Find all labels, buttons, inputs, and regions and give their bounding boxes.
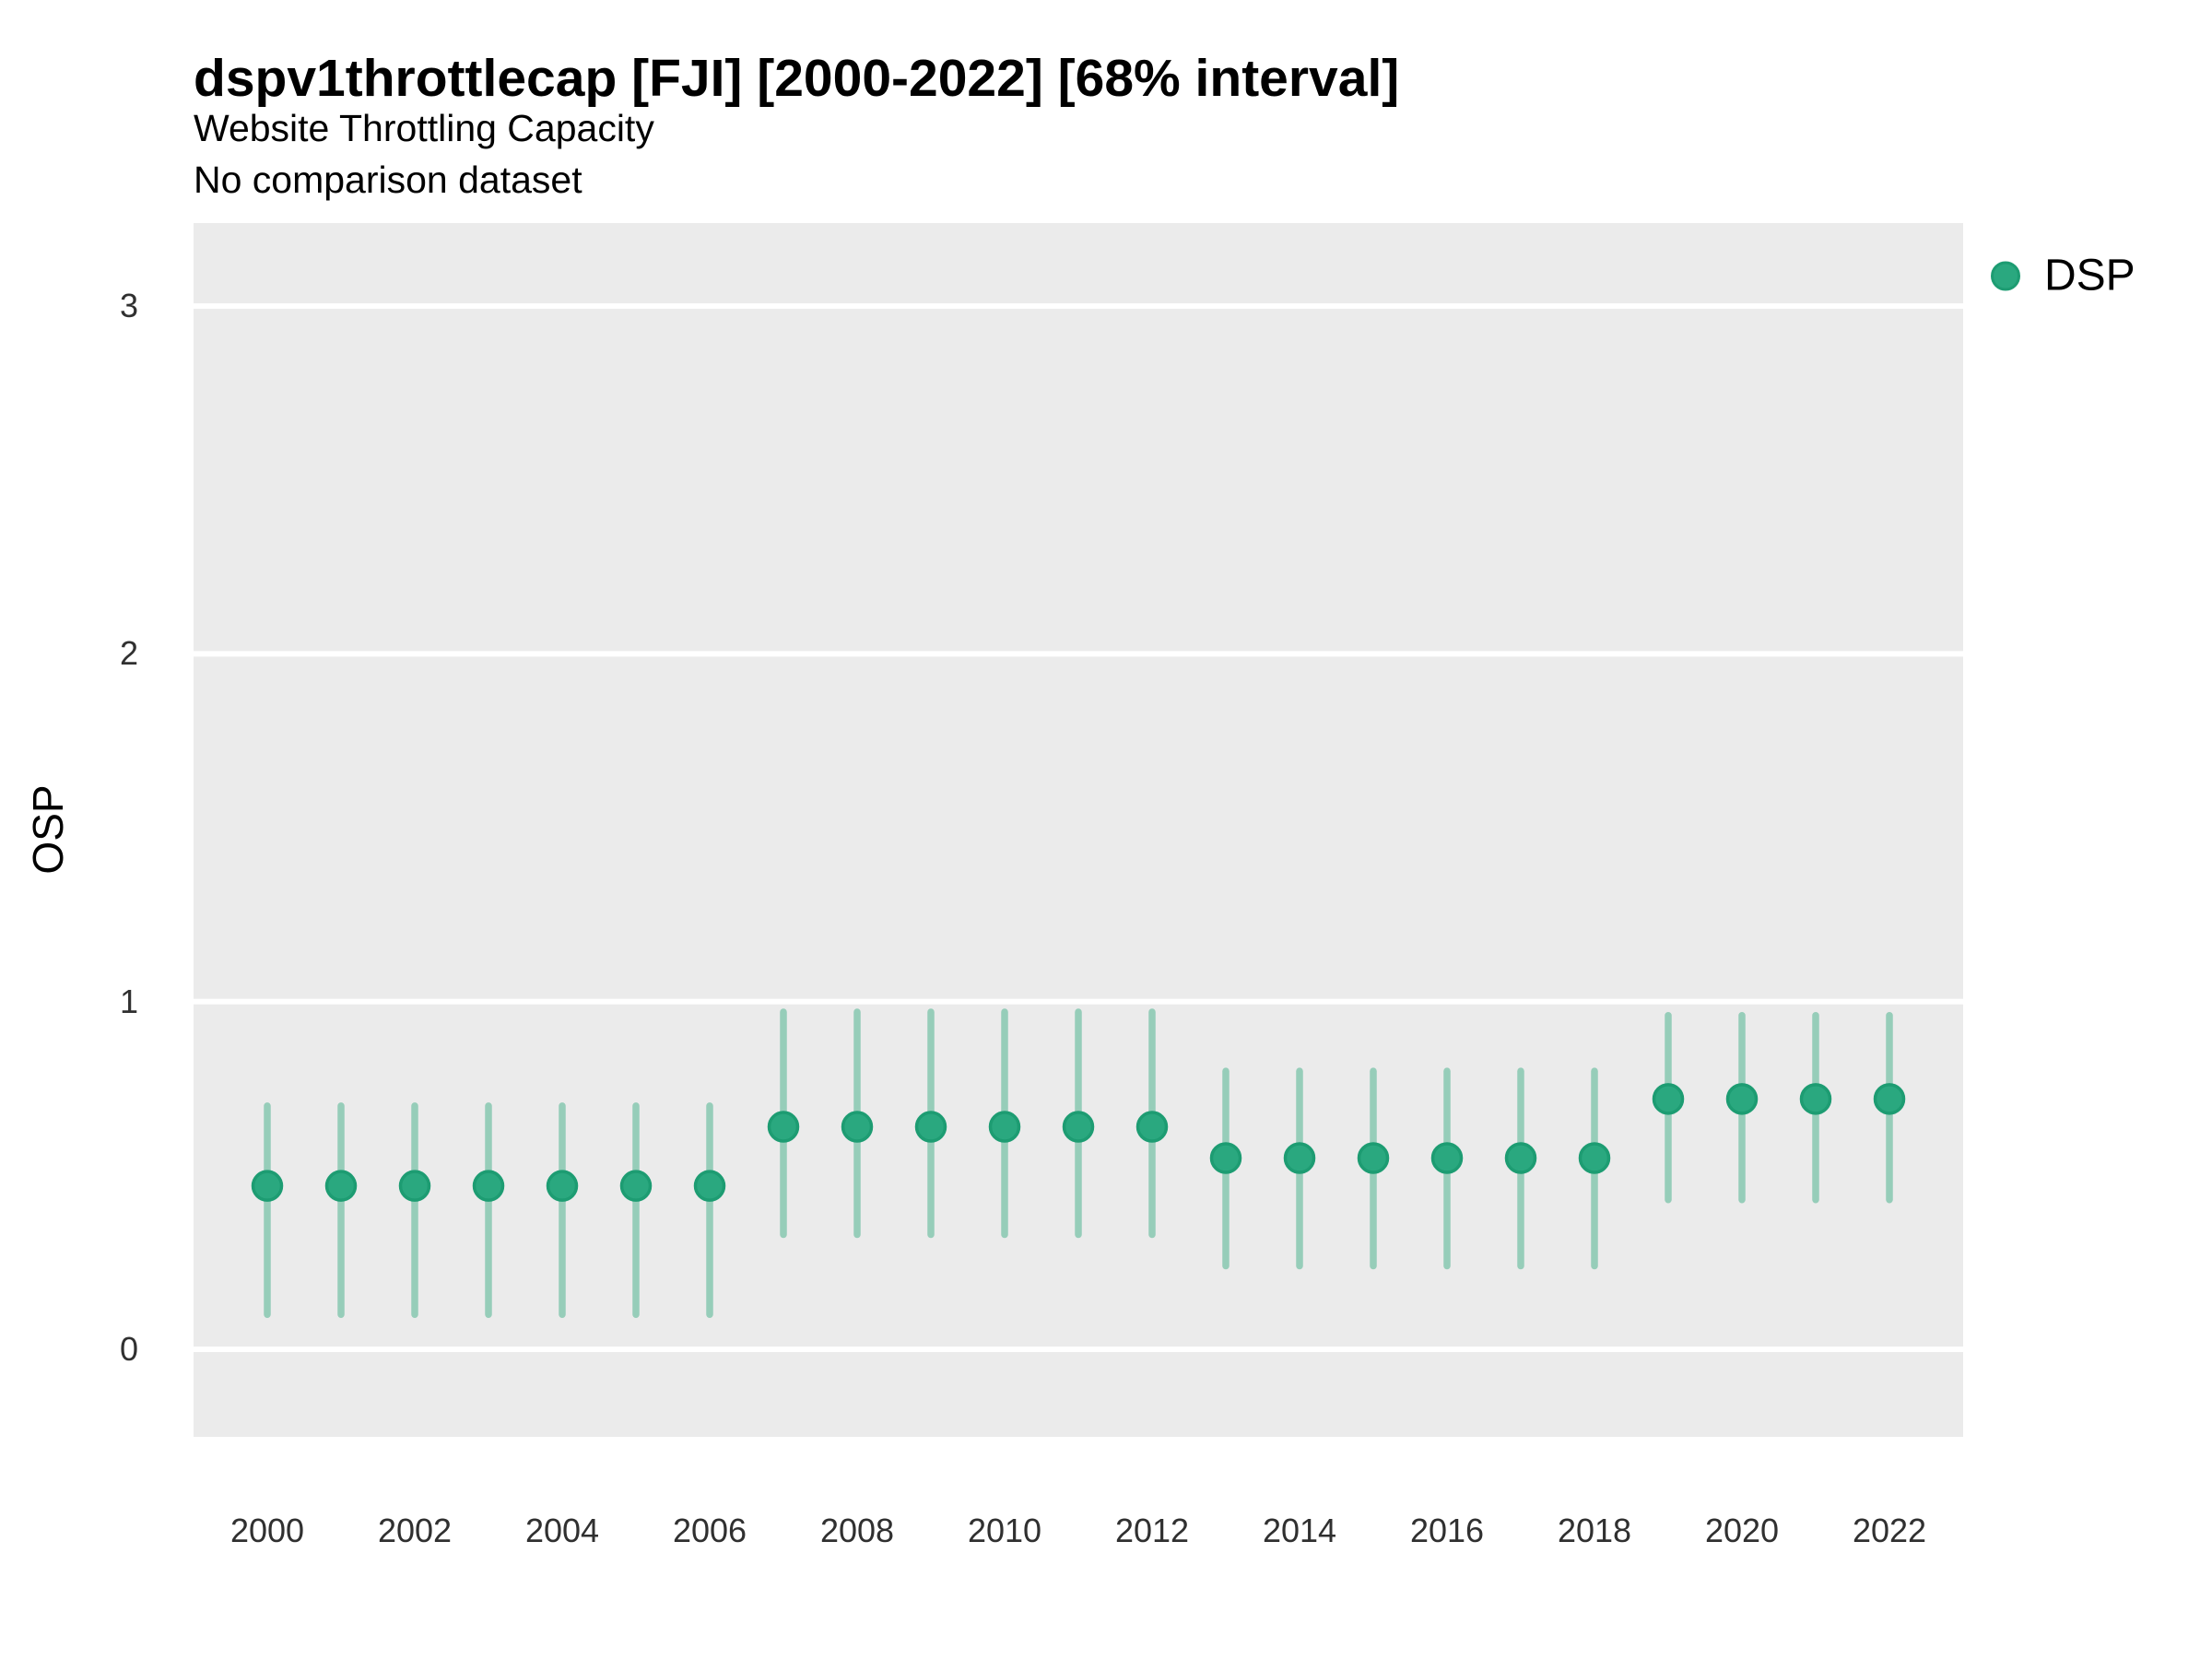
chart-title: dspv1throttlecap [FJI] [2000-2022] [68% …	[194, 49, 1400, 108]
gridline-y-0	[194, 1347, 1963, 1352]
x-tick-label-2000: 2000	[229, 1512, 305, 1549]
legend-point-icon	[1991, 261, 2020, 290]
point-2022	[1873, 1083, 1906, 1115]
x-tick-label-2018: 2018	[1557, 1512, 1632, 1549]
legend: DSP	[1991, 251, 2136, 301]
y-tick-label-3: 3	[119, 287, 138, 325]
chart-svg	[194, 223, 1963, 1437]
point-2002	[398, 1170, 431, 1202]
point-2009	[914, 1111, 947, 1143]
x-tick-label-2006: 2006	[672, 1512, 747, 1549]
x-tick-label-2022: 2022	[1852, 1512, 1927, 1549]
gridline-y-3	[194, 303, 1963, 310]
x-tick-label-2010: 2010	[967, 1512, 1042, 1549]
x-tick-label-2008: 2008	[819, 1512, 895, 1549]
legend-label: DSP	[2044, 251, 2136, 300]
y-axis-title: OSP	[24, 784, 72, 875]
point-2015	[1357, 1142, 1390, 1174]
chart-comparison-note: No comparison dataset	[194, 159, 582, 201]
y-tick-label-2: 2	[119, 634, 138, 673]
point-2008	[841, 1111, 874, 1143]
point-2001	[324, 1170, 358, 1202]
point-2005	[619, 1170, 653, 1202]
point-2006	[693, 1170, 726, 1202]
gridline-y-1	[194, 998, 1963, 1005]
point-2011	[1062, 1111, 1095, 1143]
point-2014	[1283, 1142, 1316, 1174]
point-2019	[1652, 1083, 1685, 1115]
x-tick-label-2014: 2014	[1262, 1512, 1337, 1549]
chart-subtitle: Website Throttling Capacity	[194, 107, 654, 149]
plot-panel	[194, 223, 1963, 1437]
point-2004	[546, 1170, 579, 1202]
y-tick-label-0: 0	[119, 1330, 138, 1368]
point-2000	[251, 1170, 284, 1202]
point-2007	[767, 1111, 800, 1143]
panel-background	[194, 223, 1963, 1437]
y-tick-label-1: 1	[119, 982, 138, 1020]
gridline-y-2	[194, 651, 1963, 657]
x-tick-label-2012: 2012	[1114, 1512, 1190, 1549]
point-2016	[1430, 1142, 1464, 1174]
point-2017	[1504, 1142, 1537, 1174]
point-2010	[988, 1111, 1021, 1143]
x-tick-label-2020: 2020	[1704, 1512, 1780, 1549]
point-2013	[1209, 1142, 1242, 1174]
point-2021	[1799, 1083, 1832, 1115]
x-tick-label-2002: 2002	[377, 1512, 453, 1549]
x-tick-label-2016: 2016	[1409, 1512, 1485, 1549]
point-2018	[1578, 1142, 1611, 1174]
point-2020	[1725, 1083, 1759, 1115]
point-2012	[1135, 1111, 1169, 1143]
point-2003	[472, 1170, 505, 1202]
x-tick-label-2004: 2004	[524, 1512, 600, 1549]
